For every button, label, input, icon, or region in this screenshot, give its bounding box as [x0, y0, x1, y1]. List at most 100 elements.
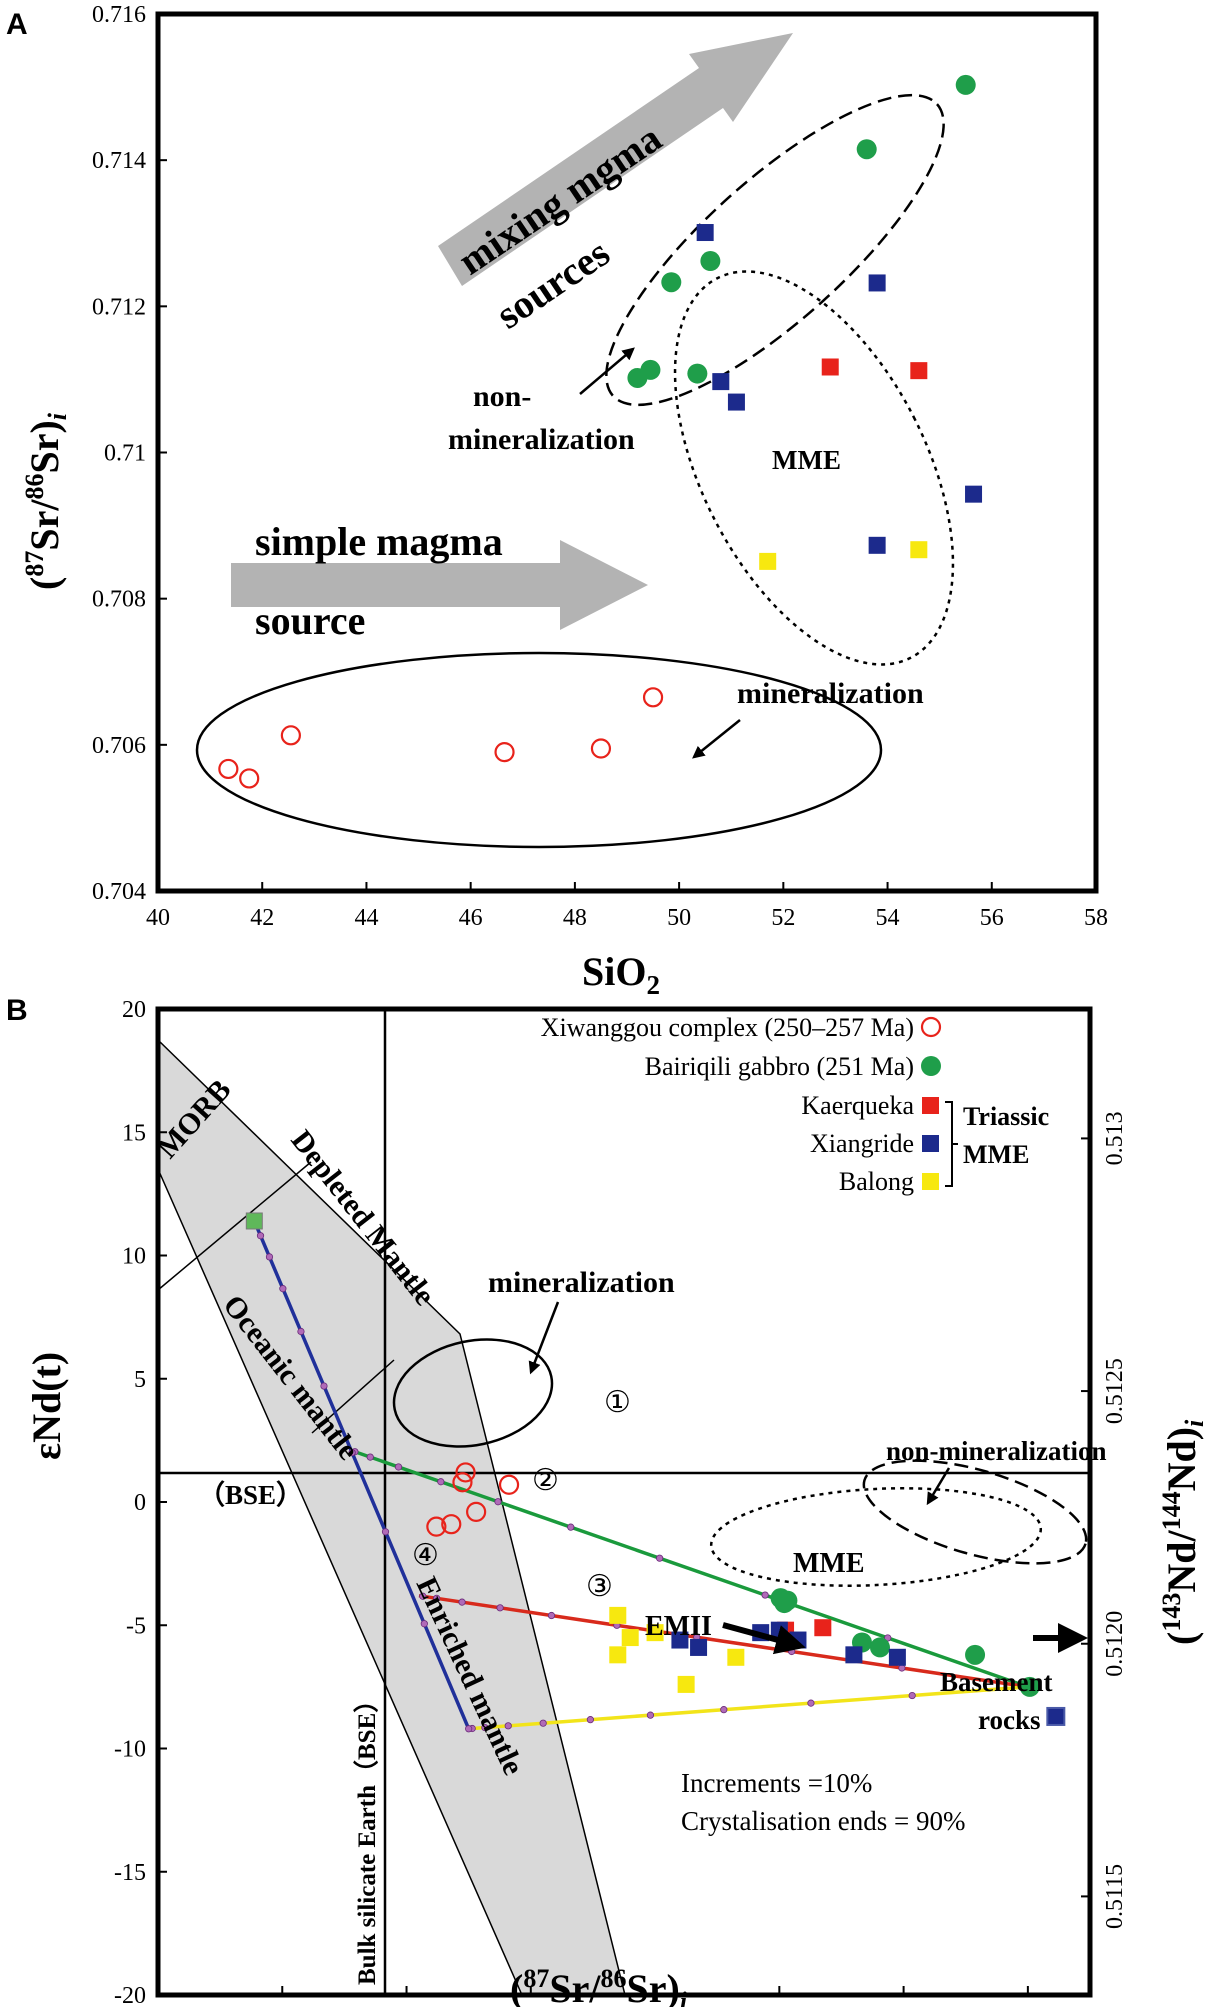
plot-b-right-tick-label: 0.5115 [1102, 1864, 1128, 1929]
yr-title-sup1: 143 [1157, 1593, 1186, 1632]
point-b-balong [677, 1675, 695, 1693]
basement-label-2: rocks [978, 1705, 1041, 1735]
x-title-b-open: ( [510, 1966, 523, 2007]
mixing-curve-1-increment [494, 1498, 502, 1506]
non-mineralization-label-1: non- [473, 380, 531, 413]
plot-b-y-tick-label: 10 [122, 1244, 146, 1270]
point-b-xiwanggou-complex [455, 1462, 476, 1483]
mixing-arrow [438, 33, 793, 286]
point-b-balong [609, 1606, 627, 1624]
mixing-curve-3-increment [807, 1699, 815, 1707]
mixing-curve-3-increment [646, 1711, 655, 1719]
mixing-curve-1-increment [761, 1591, 769, 1599]
y-title-a-sup2: 86 [20, 474, 49, 500]
x-title-b-sup1: 87 [523, 1964, 549, 1993]
plot-b-right-tick-label: 0.513 [1102, 1111, 1128, 1165]
mixing-curve-4-increment [381, 1528, 390, 1536]
x-title-b-sub: i [680, 1987, 688, 2007]
plot-a-x-tick-label: 58 [1084, 905, 1108, 931]
mixing-curve-4-increment [348, 1449, 356, 1457]
mixing-curve-3-increment [504, 1722, 512, 1730]
mme-label-b: MME [793, 1548, 865, 1579]
legend-balong-label: Balong [839, 1167, 914, 1196]
legend-bairiqili-label: Bairiqili gabbro (251 Ma) [645, 1052, 914, 1081]
mantle-array-field [157, 1038, 626, 1996]
y-title-a-end: Sr) [22, 420, 67, 473]
legend-kaerqueka-label: Kaerqueka [801, 1091, 914, 1120]
mixing-curve-1-increment [437, 1478, 445, 1486]
point-b-xiwanggou-complex [441, 1514, 462, 1535]
point-b-balong [727, 1648, 745, 1666]
mme-field [673, 270, 955, 666]
point-a-xiwanggou-complex [218, 758, 239, 780]
legend-xiangride-label: Xiangride [810, 1129, 914, 1158]
point-a-xiwanggou-complex [642, 687, 664, 708]
plot-b-y-tick-label: -5 [126, 1613, 146, 1639]
point-a-bairiqili-gabbro [700, 251, 721, 272]
plot-a-x-tick-label: 40 [146, 905, 170, 931]
point-a-xiangride [868, 536, 886, 554]
point-b-xiangride [845, 1646, 863, 1664]
mixing-curve-4 [252, 1220, 471, 1730]
point-a-xiangride [696, 224, 714, 242]
plot-a-y-tick-label: 0.706 [92, 733, 146, 759]
mineralization-label-b: mineralization [488, 1266, 675, 1299]
x-title-a-sub: 2 [646, 970, 660, 1000]
point-a-xiwanggou-complex [280, 725, 301, 746]
plot-a-y-tick-label: 0.716 [92, 2, 146, 28]
plot-a-x-tick-label: 44 [354, 905, 378, 931]
plot-a-y-tick-label: 0.71 [104, 441, 146, 467]
non-mineralization-field [605, 93, 945, 407]
point-b-bairiqili-gabbro [869, 1637, 890, 1658]
plot-a-x-tick-label: 52 [771, 905, 795, 931]
point-b-balong [609, 1646, 627, 1664]
panel-a-letter: A [6, 8, 28, 41]
mixing-curve-3-increment [539, 1719, 547, 1727]
y-axis-title-b: εNd(t) [24, 1352, 69, 1460]
legend-xiwanggou-label: Xiwanggou complex (250–257 Ma) [541, 1013, 914, 1042]
plot-b-y-tick-label: 15 [122, 1120, 146, 1146]
point-b-xiangride [888, 1648, 906, 1666]
point-a-balong [910, 541, 928, 559]
mixing-curve-3-increment [720, 1706, 728, 1714]
point-b-bairiqili-gabbro [774, 1593, 795, 1614]
mineralization-pointer-a [692, 719, 741, 759]
plot-a-x-tick-label: 56 [980, 905, 1004, 931]
plot-b-axes: 0.7010.7030.7050.7070.7090.7110.7130.715… [114, 997, 1128, 2007]
yr-title-sup2: 144 [1157, 1491, 1186, 1530]
legend-balong-marker [922, 1173, 939, 1190]
mineralization-field [195, 651, 883, 849]
point-a-xiangride [868, 274, 886, 292]
point-a-bairiqili-gabbro [856, 139, 877, 160]
x-title-b-mid: Sr/ [549, 1966, 601, 2007]
non-mineralization-pointer-b [926, 1467, 951, 1506]
mixing-curve-1-increment [884, 1634, 892, 1642]
point-a-xiwanggou-complex [494, 742, 515, 763]
plot-a-x-tick-label: 42 [250, 905, 274, 931]
y-title-a-sup1: 87 [20, 551, 49, 577]
plot-a-x-tick-label: 50 [667, 905, 691, 931]
plot-b-y-tick-label: 20 [122, 997, 146, 1023]
crystallisation-note: Crystalisation ends = 90% [681, 1806, 965, 1836]
y-title-a-mid: Sr/ [22, 499, 67, 551]
point-a-kaerqueka [910, 362, 928, 380]
yr-title-mid: Nd/ [1159, 1530, 1204, 1593]
point-a-xiwanggou-complex [590, 738, 612, 759]
mixing-curve-3 [468, 1685, 1028, 1731]
plot-a-axes: 40 42 44 46 48 50 52 54 56 58 0.704 0.706 0.708 0.71 0… [92, 2, 1108, 931]
mineralization-label-a: mineralization [737, 677, 924, 710]
point-a-xiangride [965, 485, 983, 503]
mixing-curve-2-increment [433, 1594, 441, 1602]
legend-xiangride-marker [922, 1135, 939, 1152]
panel-a: A 40 42 44 46 48 50 52 54 56 58 0.704 0.706 0.708 0.7… [6, 2, 1108, 1000]
y-axis-title-a: (87Sr/86Sr)i [20, 412, 72, 590]
point-b-xiangride [1046, 1706, 1066, 1726]
x-title-b-end: Sr) [626, 1966, 679, 2007]
non-mineralization-label-2: mineralization [448, 423, 635, 456]
bse-axis-label: Bulk silicate Earth（BSE） [352, 1688, 381, 1985]
mixing-curve-3-increment [586, 1716, 594, 1724]
plot-a-x-tick-label: 46 [459, 905, 483, 931]
plot-a-x-tick-label: 48 [563, 905, 587, 931]
point-a-bairiqili-gabbro [955, 74, 976, 95]
